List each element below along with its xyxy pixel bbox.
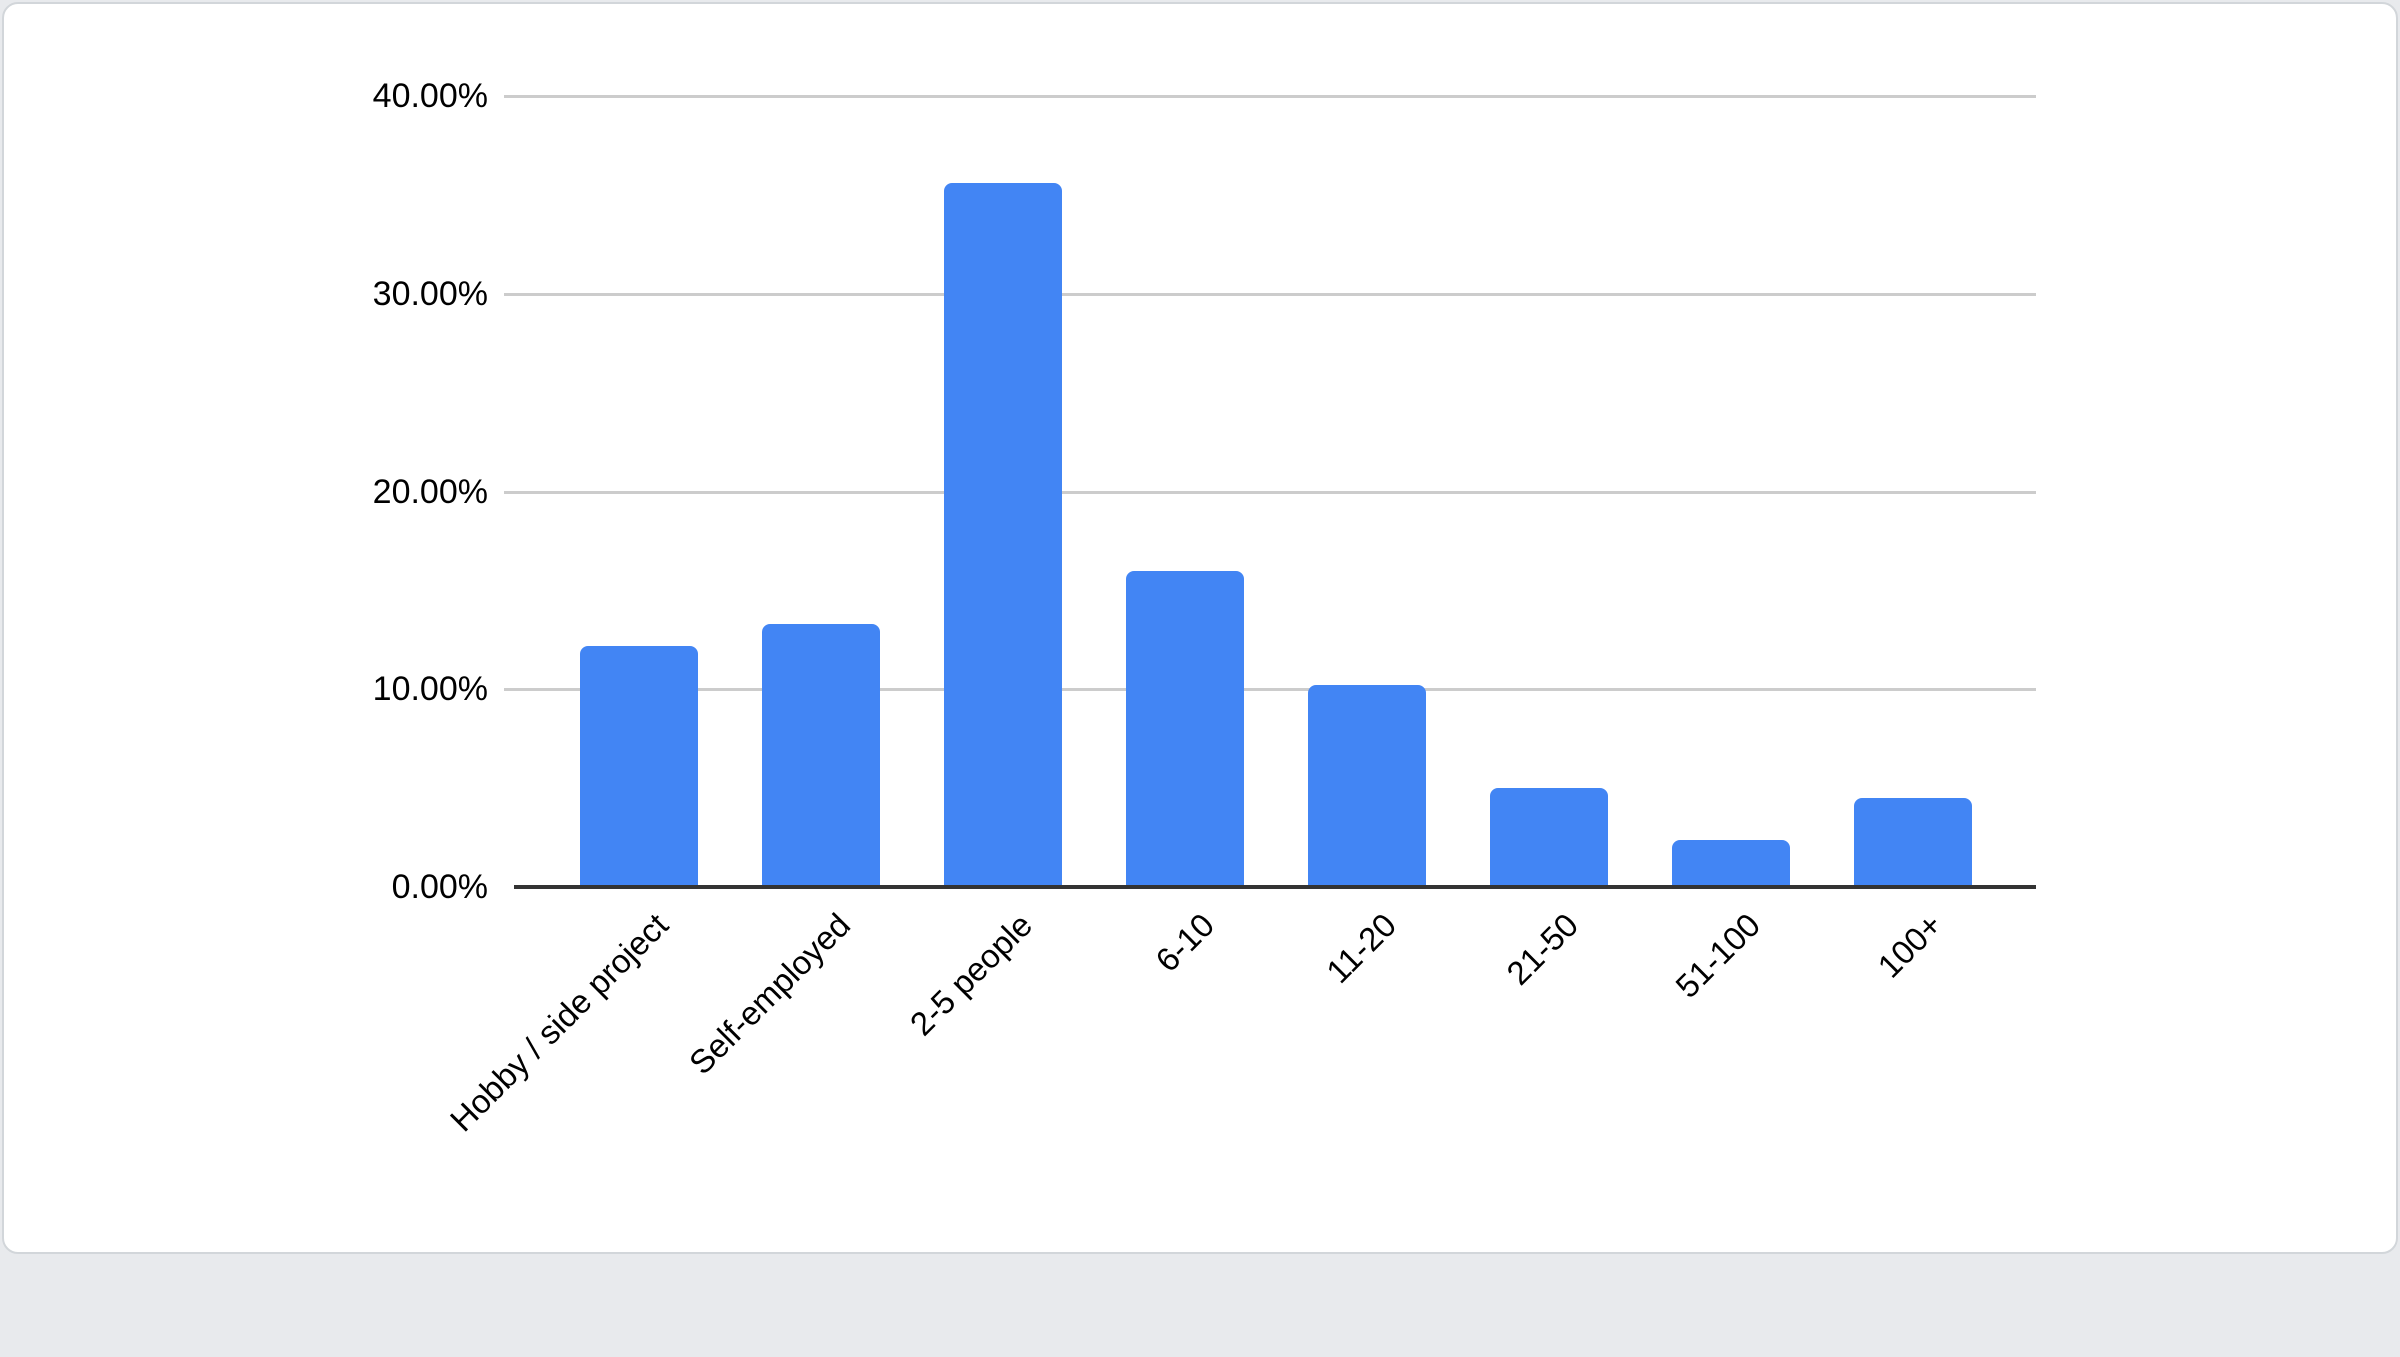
gridline-30-percent: [504, 293, 2036, 296]
gridline-40-percent: [504, 95, 2036, 98]
bar-51-100[interactable]: [1672, 840, 1790, 887]
bar-6-10[interactable]: [1126, 571, 1244, 887]
y-axis-tick-label-10: 10.00%: [372, 670, 488, 708]
y-axis-tick-label-40: 40.00%: [372, 77, 488, 115]
bar-21-50[interactable]: [1490, 788, 1608, 887]
bar-hobby-side-project[interactable]: [580, 646, 698, 887]
gridline-20-percent: [504, 491, 2036, 494]
bar-2-5-people[interactable]: [944, 183, 1062, 887]
chart-card: 0.00% 10.00% 20.00% 30.00% 40.00% Hobby / sid…: [2, 2, 2398, 1254]
y-axis-tick-label-20: 20.00%: [372, 473, 488, 511]
gridline-10-percent: [504, 688, 2036, 691]
bar-100[interactable]: [1854, 798, 1972, 887]
bar-chart-plot-area: 0.00% 10.00% 20.00% 30.00% 40.00% Hobby / sid…: [4, 4, 2396, 1252]
x-axis-line: [514, 885, 2036, 889]
y-axis-tick-label-0: 0.00%: [391, 868, 488, 906]
bar-11-20[interactable]: [1308, 685, 1426, 887]
bar-self-employed[interactable]: [762, 624, 880, 887]
y-axis-tick-label-30: 30.00%: [372, 275, 488, 313]
